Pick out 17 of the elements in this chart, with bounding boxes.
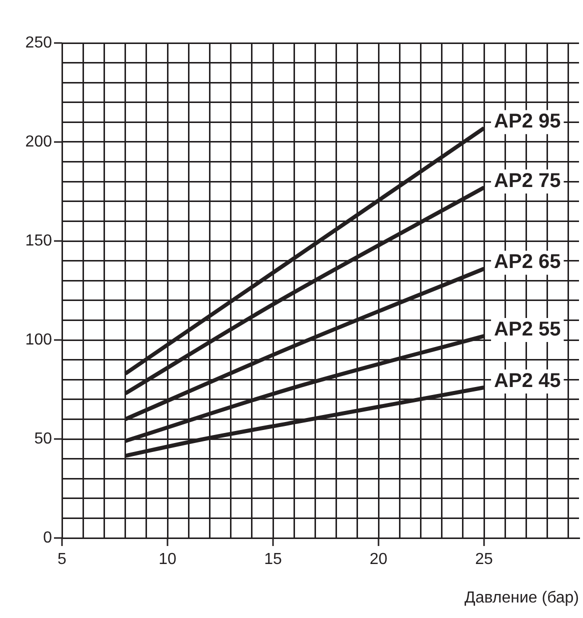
y-tick-label: 0 bbox=[43, 529, 52, 546]
series-label: AP2 65 bbox=[494, 251, 561, 274]
x-tick-label: 10 bbox=[158, 551, 177, 568]
x-axis-title: Давление (бар) bbox=[464, 589, 579, 606]
y-tick-label: 150 bbox=[25, 232, 52, 250]
y-tick-label: 250 bbox=[25, 34, 52, 52]
series-label: AP2 75 bbox=[494, 170, 561, 192]
series-label: AP2 55 bbox=[494, 318, 561, 341]
y-tick-label: 50 bbox=[34, 430, 52, 448]
y-tick-label: 100 bbox=[25, 331, 52, 348]
series-label: AP2 45 bbox=[494, 370, 561, 392]
y-tick-label: 200 bbox=[25, 133, 52, 150]
x-tick-label: 20 bbox=[370, 551, 388, 568]
x-tick-label: 25 bbox=[475, 551, 494, 568]
x-tick-label: 15 bbox=[264, 551, 282, 568]
x-tick-label: 5 bbox=[58, 551, 67, 568]
series-label: AP2 95 bbox=[494, 110, 561, 133]
